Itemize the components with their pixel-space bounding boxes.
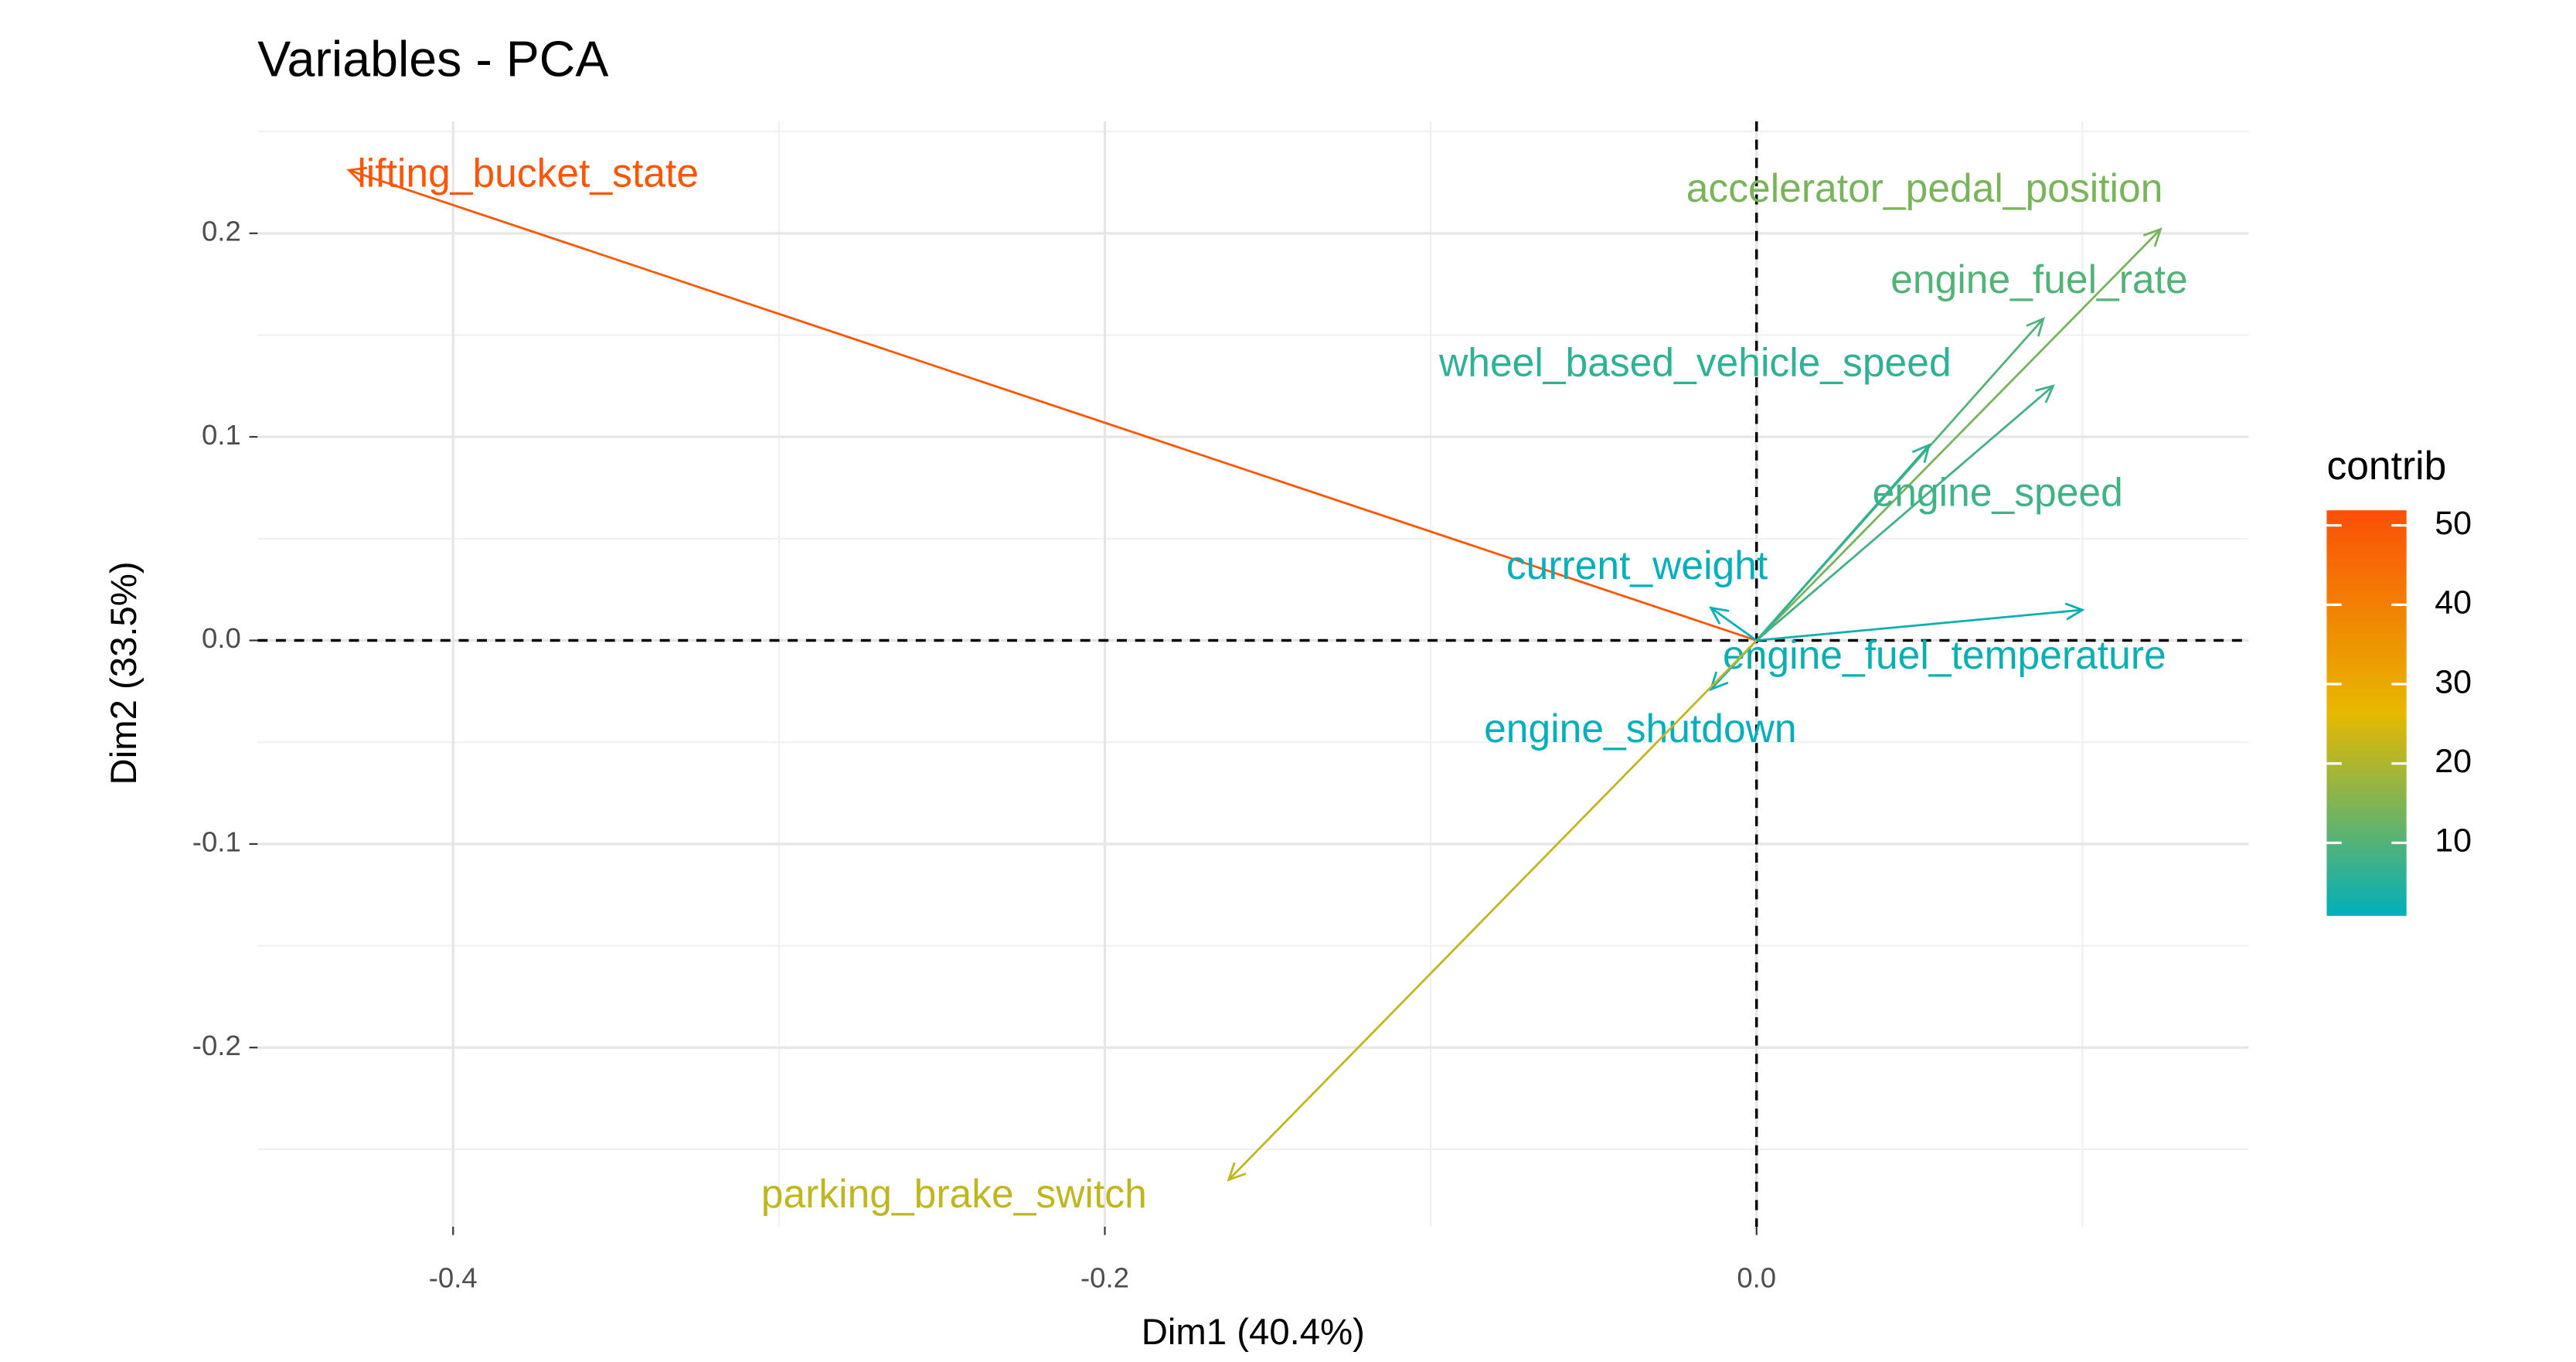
arrow-head — [1227, 1162, 1247, 1182]
arrow-head — [2142, 227, 2163, 247]
arrow-shaft — [1755, 444, 1931, 642]
arrow-head — [346, 166, 367, 184]
variable-label: lifting_bucket_state — [357, 151, 699, 196]
colorbar-label: 10 — [2435, 822, 2472, 860]
y-tick-label: 0.2 — [202, 215, 241, 247]
colorbar-label: 20 — [2435, 743, 2472, 780]
y-axis-title: Dim2 (33.5%) — [104, 561, 145, 785]
arrow-shaft — [1710, 607, 1758, 642]
arrow-shaft — [348, 169, 1758, 642]
y-tick-label: -0.1 — [192, 826, 241, 858]
variable-label: wheel_based_vehicle_speed — [1438, 340, 1952, 385]
variable-arrow — [346, 166, 1758, 642]
colorbar — [2326, 510, 2407, 916]
variable-arrow — [1709, 606, 1758, 642]
variable-arrow — [1756, 602, 2085, 642]
variable-label: current_weight — [1506, 543, 1768, 587]
y-tick-label: -0.2 — [192, 1030, 241, 1061]
arrow-shaft — [1755, 385, 2054, 642]
arrow-head — [2026, 317, 2045, 337]
variable-label: engine_speed — [1873, 469, 2123, 514]
x-axis-title: Dim1 (40.4%) — [1142, 1312, 1365, 1353]
x-tick-label: -0.2 — [1080, 1262, 1129, 1293]
arrow-shaft — [1755, 228, 2162, 642]
arrow-head — [2035, 384, 2055, 403]
variable-arrow — [1755, 384, 2055, 642]
colorbar-label: 30 — [2435, 663, 2472, 700]
x-tick-label: 0.0 — [1737, 1262, 1776, 1293]
chart-title: Variables - PCA — [257, 32, 608, 87]
variable-label: accelerator_pedal_position — [1686, 165, 2163, 210]
arrow-head — [1709, 606, 1730, 625]
variable-label: engine_fuel_rate — [1890, 257, 2187, 301]
colorbar-label: 50 — [2435, 505, 2472, 542]
variable-arrow — [1227, 639, 1758, 1182]
variable-label: parking_brake_switch — [761, 1171, 1147, 1216]
arrow-head — [1911, 443, 1931, 463]
variable-label: engine_shutdown — [1484, 706, 1797, 751]
arrow-head — [2064, 602, 2085, 621]
variable-label: engine_fuel_temperature — [1723, 632, 2166, 677]
x-tick-label: -0.4 — [429, 1262, 478, 1293]
arrow-shaft — [1227, 639, 1758, 1181]
colorbar-label: 40 — [2435, 584, 2472, 621]
y-tick-label: 0.0 — [202, 622, 241, 654]
legend-title: contrib — [2326, 443, 2446, 488]
y-tick-label: 0.1 — [202, 419, 241, 451]
arrow-shaft — [1756, 608, 2083, 642]
variable-arrow — [1755, 227, 2163, 642]
arrow-head — [1709, 671, 1729, 692]
variable-arrow — [1755, 443, 1931, 642]
